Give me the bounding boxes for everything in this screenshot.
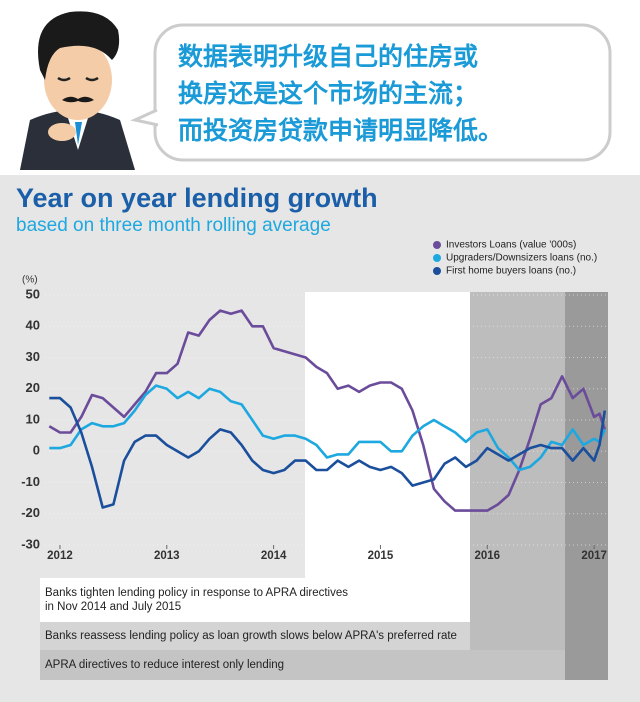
x-tick-label: 2014 xyxy=(261,550,287,562)
y-tick-label: -30 xyxy=(21,536,40,551)
y-tick-label: -20 xyxy=(21,505,40,520)
bubble-line: 数据表明升级自己的住房或 xyxy=(178,42,478,71)
legend-swatch xyxy=(433,254,441,262)
y-tick-label: 30 xyxy=(26,349,40,364)
band xyxy=(565,292,608,680)
legend-label: Investors Loans (value '000s) xyxy=(446,240,576,251)
series-line xyxy=(49,384,606,472)
x-tick-label: 2013 xyxy=(154,550,180,562)
legend-label: First home buyers loans (no.) xyxy=(446,266,576,277)
annotation: Banks tighten lending policy in response… xyxy=(45,587,348,599)
x-tick-label: 2016 xyxy=(474,550,500,562)
x-tick-label: 2012 xyxy=(47,550,73,562)
y-tick-label: -10 xyxy=(21,474,40,489)
annotation: Banks reassess lending policy as loan gr… xyxy=(45,630,457,642)
speech-pointer xyxy=(130,108,159,127)
band xyxy=(40,622,470,650)
legend-label: Upgraders/Downsizers loans (no.) xyxy=(446,253,597,264)
cartoon-man xyxy=(20,11,135,170)
speech-bubble xyxy=(153,23,612,162)
y-tick-label: 0 xyxy=(33,443,40,458)
legend-swatch xyxy=(433,241,441,249)
chart-title: Year on year lending growth xyxy=(16,183,378,213)
bubble-line: 而投资房贷款申请明显降低。 xyxy=(178,116,503,145)
x-tick-label: 2015 xyxy=(368,550,394,562)
chart-subtitle: based on three month rolling average xyxy=(16,215,331,236)
bubble-line: 换房还是这个市场的主流； xyxy=(178,79,478,108)
series-line xyxy=(49,396,607,509)
band xyxy=(40,650,565,680)
y-tick-label: 10 xyxy=(26,411,40,426)
y-unit-label: (%) xyxy=(22,275,38,286)
y-tick-label: 20 xyxy=(26,380,40,395)
y-tick-label: 40 xyxy=(26,318,40,333)
y-tick-label: 50 xyxy=(26,286,40,301)
legend-swatch xyxy=(433,267,441,275)
annotation: APRA directives to reduce interest only … xyxy=(45,659,284,671)
annotation: in Nov 2014 and July 2015 xyxy=(45,601,181,613)
x-tick-label: 2017 xyxy=(581,550,607,562)
band xyxy=(40,578,470,622)
series-line xyxy=(48,309,607,512)
